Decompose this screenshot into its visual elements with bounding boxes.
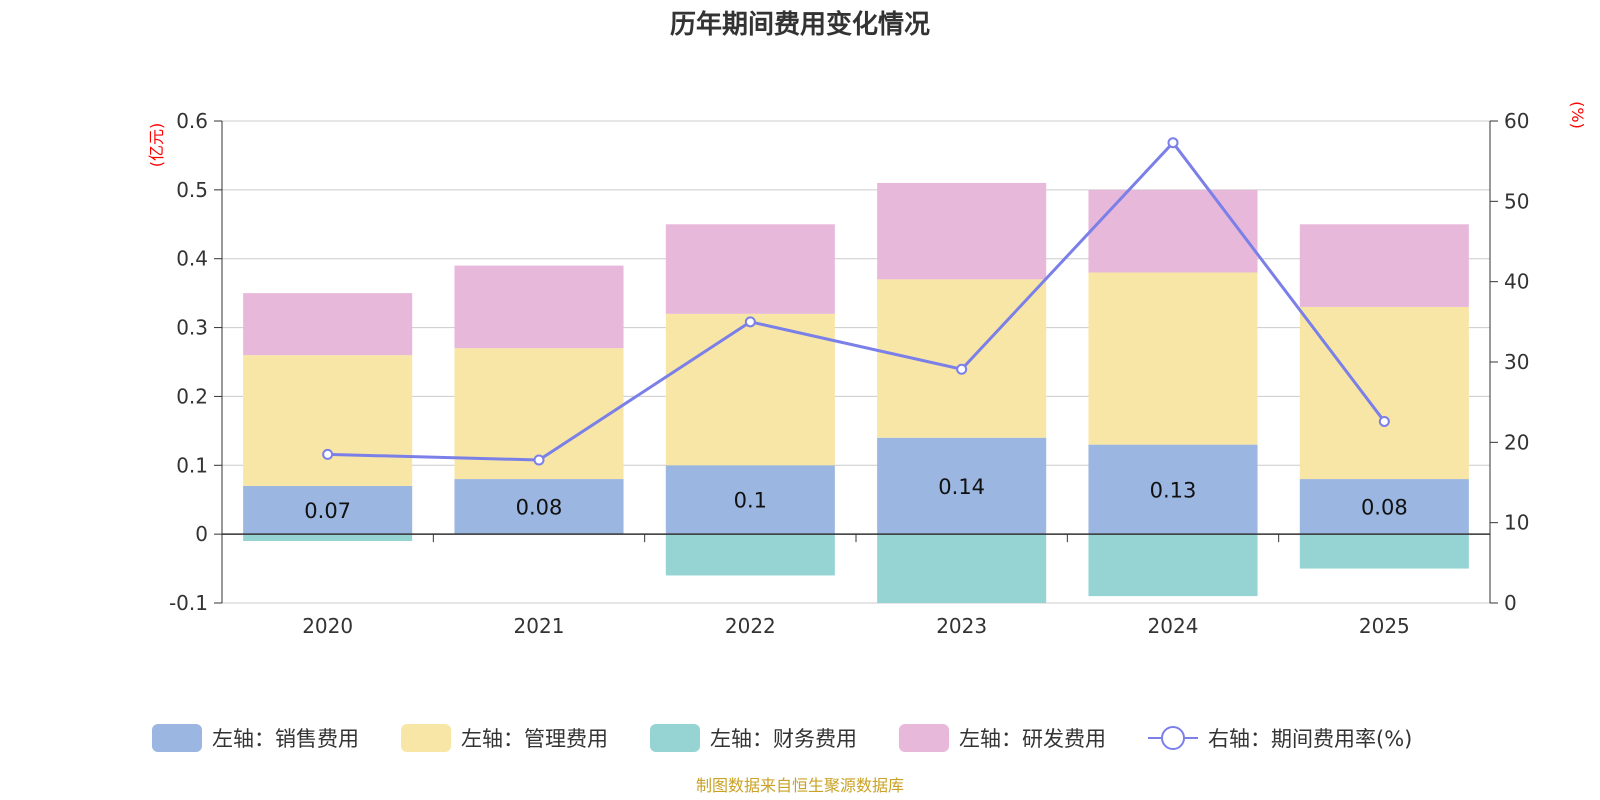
legend-swatch (152, 724, 202, 752)
legend-label: 右轴：期间费用率(%) (1208, 727, 1412, 751)
data-source-note: 制图数据来自恒生聚源数据库 (696, 776, 904, 795)
right-tick-label: 40 (1504, 270, 1529, 294)
left-tick-label: 0.5 (176, 178, 208, 202)
right-tick-label: 50 (1504, 189, 1529, 213)
rate-point (322, 448, 334, 460)
bar-data-label: 0.14 (938, 475, 985, 499)
right-tick-label: 10 (1504, 511, 1529, 535)
axes-group: -0.1 0 0.1 0.2 0.3 0.4 0.5 0.6 0 10 20 30 40 50 60 2020… (169, 109, 1529, 638)
left-tick-label: 0.6 (176, 109, 208, 133)
left-tick-label: 0.4 (176, 247, 208, 271)
bar-segment (665, 224, 835, 314)
bar-segment (877, 279, 1047, 438)
right-tick-label: 30 (1504, 350, 1529, 374)
bar-segment (243, 293, 413, 356)
bar-segment (1299, 479, 1469, 535)
legend-label: 左轴：研发费用 (959, 727, 1106, 751)
legend-swatch (401, 724, 451, 752)
rate-point (1378, 415, 1390, 427)
bar-segment (1299, 306, 1469, 480)
bar-data-label: 0.07 (304, 499, 351, 523)
x-tick-label: 2020 (302, 614, 353, 638)
left-tick-label: 0.3 (176, 316, 208, 340)
bar-segment (243, 355, 413, 486)
bar-segment (1088, 189, 1258, 273)
legend-marker-swatch (1161, 726, 1185, 750)
bar-segment (665, 465, 835, 535)
right-tick-label: 60 (1504, 109, 1529, 133)
bar-segment (243, 534, 413, 542)
rate-point (744, 316, 756, 328)
left-tick-label: 0 (195, 522, 208, 546)
right-tick-label: 0 (1504, 591, 1517, 615)
legend-swatch (899, 724, 949, 752)
x-tick-label: 2021 (514, 614, 565, 638)
bar-segment (454, 479, 624, 535)
bar-segment (877, 534, 1047, 603)
x-tick-label: 2022 (725, 614, 776, 638)
rate-line (327, 140, 1386, 462)
bar-segment (665, 313, 835, 466)
data-labels-group: 0.07 0.08 0.1 0.14 0.13 0.08 (304, 475, 1407, 523)
legend-label: 左轴：销售费用 (212, 727, 359, 751)
legend: 左轴：销售费用 左轴：管理费用 左轴：财务费用 左轴：研发费用 右轴：期间费用率(%) (152, 724, 1412, 752)
bar-segment (243, 485, 413, 535)
legend-label: 左轴：管理费用 (461, 727, 608, 751)
left-tick-label: -0.1 (169, 591, 208, 615)
x-tick-label: 2024 (1148, 614, 1199, 638)
bar-data-label: 0.13 (1150, 478, 1197, 502)
bar-segment (877, 437, 1047, 535)
right-axis-unit: (%) (1568, 101, 1587, 129)
bar-data-label: 0.08 (516, 496, 563, 520)
bar-segment (1299, 224, 1469, 307)
bar-segment (1088, 272, 1258, 445)
x-tick-label: 2023 (936, 614, 987, 638)
bar-segment (1299, 534, 1469, 569)
right-tick-label: 20 (1504, 430, 1529, 454)
legend-label: 左轴：财务费用 (710, 727, 857, 751)
x-tick-label: 2025 (1359, 614, 1410, 638)
left-axis-unit: (亿元) (147, 123, 166, 168)
rate-line-group (322, 137, 1390, 466)
rate-point (533, 454, 545, 466)
bar-segment (454, 265, 624, 349)
left-tick-label: 0.2 (176, 384, 208, 408)
bar-segment (1088, 444, 1258, 535)
legend-swatch (650, 724, 700, 752)
chart-title: 历年期间费用变化情况 (670, 9, 930, 40)
bar-segment (665, 534, 835, 576)
bars-group (243, 182, 1469, 603)
bar-segment (1088, 534, 1258, 597)
rate-point (1167, 137, 1179, 149)
rate-point (956, 363, 968, 375)
left-tick-label: 0.1 (176, 453, 208, 477)
bar-data-label: 0.1 (734, 489, 767, 513)
bar-data-label: 0.08 (1361, 496, 1408, 520)
bar-segment (877, 182, 1047, 280)
